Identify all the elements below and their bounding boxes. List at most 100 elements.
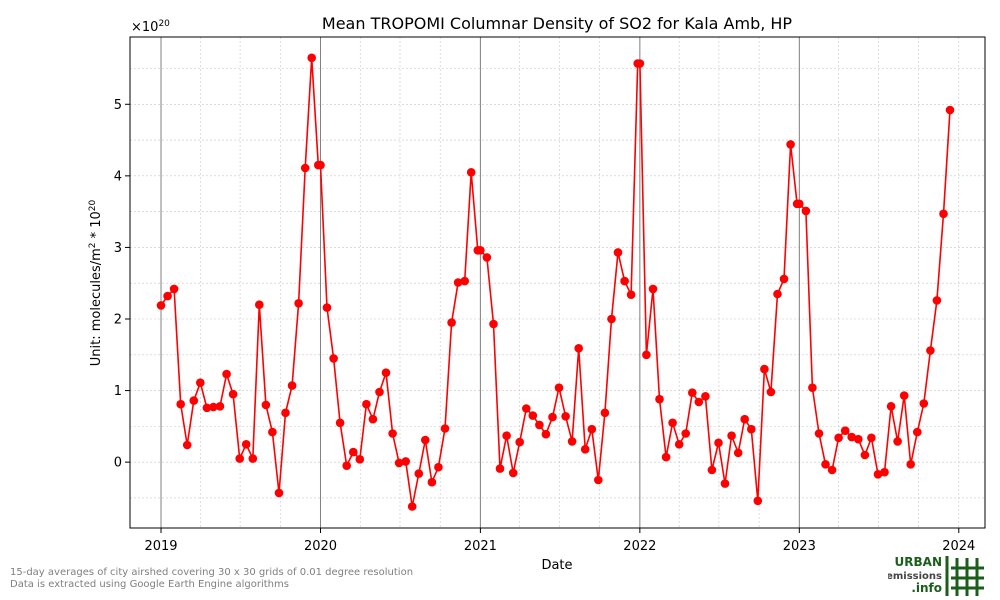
data-point [760,364,769,374]
data-point [209,402,218,412]
data-point [307,53,317,63]
data-point [466,168,476,177]
y-tick-label: 2 [114,313,122,328]
data-point [460,276,470,286]
x-tick-label: 2023 [783,539,816,554]
data-point [515,437,524,447]
data-point [587,424,597,434]
data-point [733,448,743,458]
logo-line-3: .info [911,581,942,595]
footnote-line-1: 15-day averages of city airshed covering… [10,567,414,578]
y-axis-label: Unit: molecules/m2 * 1020 [88,199,104,366]
data-point [554,383,564,393]
y-tick-label: 5 [114,98,122,113]
y-ticks: 0 1 2 3 4 5 [114,98,130,471]
data-point [375,387,384,397]
data-point [528,411,538,420]
data-point [522,404,531,413]
data-point [196,378,205,388]
logo-line-1: URBAN [895,555,942,569]
data-point [189,396,199,405]
data-point [453,278,463,287]
data-point [600,408,610,418]
data-point [447,318,456,327]
x-tick-label: 2024 [942,539,975,554]
data-point [202,403,212,413]
data-point [394,458,404,468]
data-point [281,408,290,418]
data-point [939,209,948,219]
data-point [808,383,817,393]
data-point [388,429,397,438]
data-point [502,431,511,441]
data-point [668,418,677,428]
data-point [316,160,325,170]
data-point [753,496,763,506]
data-point [294,299,303,308]
data-point [661,452,671,462]
data-point [854,434,863,444]
data-point [329,354,338,363]
y-tick-label: 4 [114,169,122,184]
data-point [613,248,623,257]
data-point [773,289,782,299]
data-point [476,246,485,255]
data-point [362,399,371,409]
data-point [322,303,332,312]
data-point [594,475,603,485]
data-point [779,274,789,284]
data-point [840,426,850,436]
hash-grid-icon [945,556,984,596]
data-point [814,429,824,438]
y-tick-label: 1 [114,384,122,399]
data-point [248,454,258,463]
data-point [401,457,411,466]
logo-line-2: emissions [888,571,942,582]
data-point [607,314,616,324]
data-point [795,199,804,209]
data-point [747,424,756,434]
data-point [169,284,179,294]
data-point [482,253,492,262]
data-point [368,414,378,424]
data-point [655,394,664,404]
chart-title: Mean TROPOMI Columnar Density of SO2 for… [322,14,793,33]
data-point [827,465,837,475]
data-point [701,392,710,401]
data-point [727,431,736,441]
data-point [176,399,185,409]
data-point [932,296,942,305]
data-point [535,420,544,430]
data-point [163,291,172,301]
data-point [906,460,915,469]
data-point [648,284,658,294]
data-point [355,455,365,464]
x-axis-label: Date [541,558,572,573]
data-point [215,402,225,411]
data-point [235,454,244,463]
data-point [740,414,749,424]
data-point [926,346,935,355]
y-offset-label: ×1020 [131,19,170,35]
data-point [349,447,358,457]
data-point [241,440,251,449]
y-axis-label-sup2: 20 [88,199,98,211]
footnote-line-2: Data is extracted using Google Earth Eng… [10,579,289,590]
data-point [489,319,498,329]
data-point [274,488,284,498]
x-tick-label: 2021 [464,539,497,554]
data-point [342,461,352,471]
data-point [222,369,231,379]
data-point [407,502,417,511]
data-point [860,450,870,460]
data-point [899,391,909,400]
data-point [580,445,590,454]
data-point [335,418,345,428]
data-point [182,440,192,450]
data-point [635,59,645,68]
data-point [548,412,557,422]
data-point [694,397,704,407]
x-tick-label: 2022 [623,539,656,554]
grid [130,37,985,528]
